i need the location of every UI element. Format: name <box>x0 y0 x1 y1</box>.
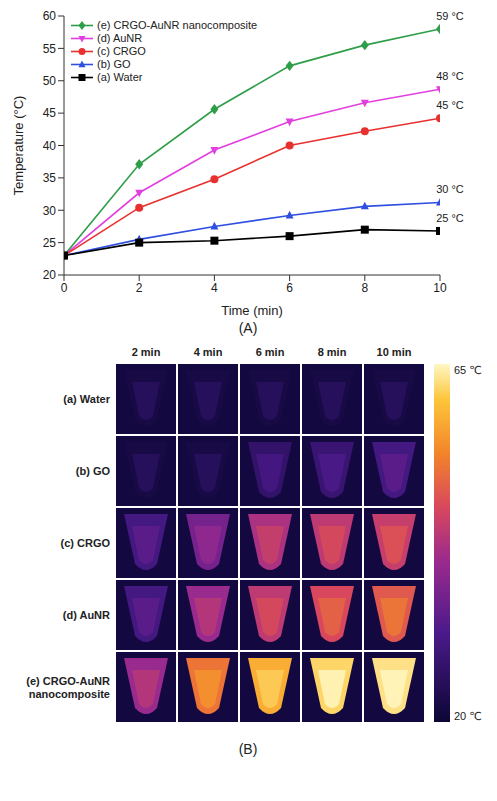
html-text:(e) CRGO-AuNR nanocomposite: (e) CRGO-AuNR nanocomposite <box>97 19 258 31</box>
svg-text:10 min: 10 min <box>377 346 412 358</box>
html-text:(c) CRGO: (c) CRGO <box>97 45 146 57</box>
svg-text:20: 20 <box>43 268 57 282</box>
svg-text:45: 45 <box>43 106 57 120</box>
svg-text:65 ℃: 65 ℃ <box>454 364 482 376</box>
svg-text:20 ℃: 20 ℃ <box>454 710 482 722</box>
svg-text:59 °C: 59 °C <box>436 10 464 22</box>
svg-text:6 min: 6 min <box>256 346 285 358</box>
svg-text:4 min: 4 min <box>194 346 223 358</box>
svg-text:(a) Water: (a) Water <box>63 393 110 405</box>
html-text:(b) GO: (b) GO <box>97 58 131 70</box>
html-text:(A): (A) <box>238 320 258 336</box>
svg-text:6: 6 <box>286 281 293 295</box>
svg-text:8: 8 <box>361 281 368 295</box>
svg-text:(B): (B) <box>239 741 258 757</box>
svg-text:2 min: 2 min <box>132 346 161 358</box>
svg-text:4: 4 <box>211 281 218 295</box>
html-text:(d) AuNR: (d) AuNR <box>97 32 143 44</box>
svg-text:0: 0 <box>61 281 68 295</box>
svg-text:60: 60 <box>43 9 57 23</box>
svg-text:35: 35 <box>43 171 57 185</box>
svg-text:30: 30 <box>43 204 57 218</box>
svg-text:25: 25 <box>43 236 57 250</box>
svg-text:8 min: 8 min <box>318 346 347 358</box>
svg-text:Time (min): Time (min) <box>221 303 283 318</box>
svg-text:48 °C: 48 °C <box>436 70 464 82</box>
svg-text:10: 10 <box>433 281 447 295</box>
svg-text:55: 55 <box>43 42 57 56</box>
svg-text:45 °C: 45 °C <box>436 99 464 111</box>
svg-text:30 °C: 30 °C <box>436 183 464 195</box>
svg-text:(b) GO: (b) GO <box>76 465 111 477</box>
svg-text:25 °C: 25 °C <box>436 212 464 224</box>
svg-text:Temperature (°C): Temperature (°C) <box>11 96 26 196</box>
html-text:(a) Water: (a) Water <box>97 71 143 83</box>
svg-text:50: 50 <box>43 74 57 88</box>
svg-text:(c) CRGO: (c) CRGO <box>61 537 111 549</box>
svg-text:(e) CRGO-AuNRnanocomposite: (e) CRGO-AuNRnanocomposite <box>26 675 110 700</box>
svg-text:2: 2 <box>136 281 143 295</box>
svg-text:40: 40 <box>43 139 57 153</box>
svg-text:(d) AuNR: (d) AuNR <box>63 609 110 621</box>
